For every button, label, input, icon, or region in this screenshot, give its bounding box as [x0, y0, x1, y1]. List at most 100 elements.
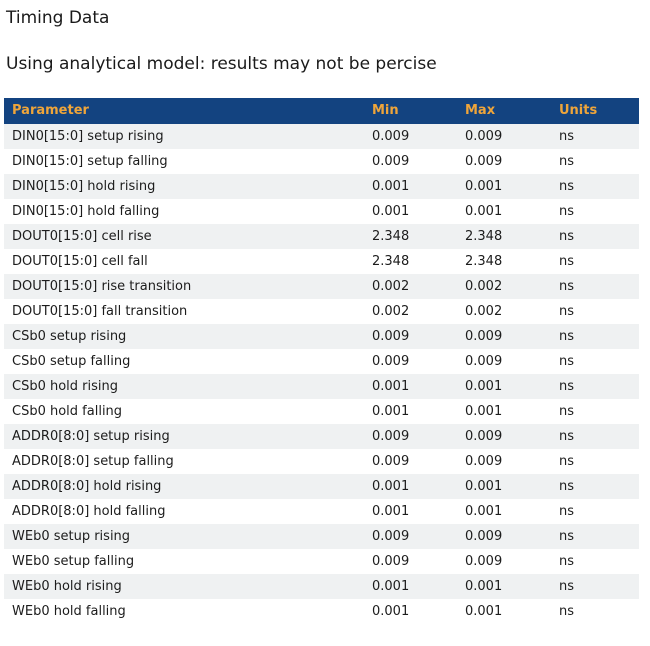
table-row: CSb0 setup falling 0.009 0.009 ns — [4, 349, 639, 374]
max-cell: 0.001 — [465, 379, 503, 394]
table-row: DIN0[15:0] hold falling 0.001 0.001 ns — [4, 199, 639, 224]
min-cell: 0.009 — [372, 354, 410, 369]
units-cell: ns — [559, 304, 575, 319]
min-cell: 0.002 — [372, 304, 410, 319]
units-cell: ns — [559, 354, 575, 369]
max-cell: 0.002 — [465, 279, 503, 294]
units-cell: ns — [559, 329, 575, 344]
min-cell: 0.001 — [372, 179, 410, 194]
max-cell: 0.001 — [465, 404, 503, 419]
units-cell: ns — [559, 279, 575, 294]
max-cell: 2.348 — [465, 254, 503, 269]
min-cell: 0.001 — [372, 579, 410, 594]
min-cell: 0.009 — [372, 429, 410, 444]
min-cell: 0.001 — [372, 504, 410, 519]
max-cell: 0.001 — [465, 479, 503, 494]
table-row: CSb0 hold falling 0.001 0.001 ns — [4, 399, 639, 424]
parameter-cell: WEb0 hold rising — [12, 579, 122, 594]
max-cell: 0.001 — [465, 504, 503, 519]
min-cell: 0.001 — [372, 604, 410, 619]
max-cell: 0.001 — [465, 204, 503, 219]
max-cell: 0.009 — [465, 554, 503, 569]
min-cell: 0.001 — [372, 479, 410, 494]
units-cell: ns — [559, 529, 575, 544]
parameter-cell: CSb0 hold falling — [12, 404, 123, 419]
column-header-max: Max — [457, 98, 551, 124]
min-cell: 0.009 — [372, 329, 410, 344]
parameter-cell: DOUT0[15:0] cell fall — [12, 254, 148, 269]
min-cell: 2.348 — [372, 254, 410, 269]
min-cell: 0.009 — [372, 554, 410, 569]
table-row: DIN0[15:0] setup rising 0.009 0.009 ns — [4, 124, 639, 149]
table-row: WEb0 setup falling 0.009 0.009 ns — [4, 549, 639, 574]
table-row: DIN0[15:0] hold rising 0.001 0.001 ns — [4, 174, 639, 199]
max-cell: 0.002 — [465, 304, 503, 319]
timing-table-body: DIN0[15:0] setup rising 0.009 0.009 ns DIN0[… — [4, 124, 639, 624]
parameter-cell: WEb0 setup falling — [12, 554, 135, 569]
table-row: ADDR0[8:0] hold rising 0.001 0.001 ns — [4, 474, 639, 499]
max-cell: 0.009 — [465, 354, 503, 369]
table-row: DOUT0[15:0] fall transition 0.002 0.002 ns — [4, 299, 639, 324]
parameter-cell: ADDR0[8:0] setup falling — [12, 454, 174, 469]
parameter-cell: DIN0[15:0] setup rising — [12, 129, 164, 144]
table-row: WEb0 hold falling 0.001 0.001 ns — [4, 599, 639, 624]
min-cell: 0.009 — [372, 454, 410, 469]
column-header-parameter: Parameter — [4, 98, 364, 124]
units-cell: ns — [559, 454, 575, 469]
min-cell: 0.009 — [372, 154, 410, 169]
min-cell: 0.001 — [372, 204, 410, 219]
units-cell: ns — [559, 579, 575, 594]
units-cell: ns — [559, 379, 575, 394]
units-cell: ns — [559, 479, 575, 494]
parameter-cell: ADDR0[8:0] hold falling — [12, 504, 166, 519]
max-cell: 0.001 — [465, 179, 503, 194]
parameter-cell: WEb0 setup rising — [12, 529, 131, 544]
parameter-cell: DIN0[15:0] hold rising — [12, 179, 156, 194]
min-cell: 0.009 — [372, 529, 410, 544]
page-subtitle: Using analytical model: results may not … — [6, 54, 437, 74]
table-row: ADDR0[8:0] setup falling 0.009 0.009 ns — [4, 449, 639, 474]
parameter-cell: WEb0 hold falling — [12, 604, 126, 619]
table-row: ADDR0[8:0] setup rising 0.009 0.009 ns — [4, 424, 639, 449]
table-row: ADDR0[8:0] hold falling 0.001 0.001 ns — [4, 499, 639, 524]
column-header-units: Units — [551, 98, 639, 124]
table-row: DOUT0[15:0] cell rise 2.348 2.348 ns — [4, 224, 639, 249]
max-cell: 2.348 — [465, 229, 503, 244]
max-cell: 0.009 — [465, 429, 503, 444]
table-row: DOUT0[15:0] cell fall 2.348 2.348 ns — [4, 249, 639, 274]
column-header-min: Min — [364, 98, 457, 124]
table-row: WEb0 hold rising 0.001 0.001 ns — [4, 574, 639, 599]
units-cell: ns — [559, 129, 575, 144]
table-row: WEb0 setup rising 0.009 0.009 ns — [4, 524, 639, 549]
parameter-cell: CSb0 setup rising — [12, 329, 127, 344]
header-row: Parameter Min Max Units — [4, 98, 639, 124]
page-title: Timing Data — [6, 8, 110, 28]
parameter-cell: ADDR0[8:0] hold rising — [12, 479, 162, 494]
parameter-cell: DIN0[15:0] setup falling — [12, 154, 168, 169]
min-cell: 0.001 — [372, 404, 410, 419]
units-cell: ns — [559, 229, 575, 244]
parameter-cell: DOUT0[15:0] fall transition — [12, 304, 188, 319]
units-cell: ns — [559, 604, 575, 619]
max-cell: 0.001 — [465, 579, 503, 594]
max-cell: 0.009 — [465, 329, 503, 344]
parameter-cell: DIN0[15:0] hold falling — [12, 204, 160, 219]
table-row: DIN0[15:0] setup falling 0.009 0.009 ns — [4, 149, 639, 174]
units-cell: ns — [559, 179, 575, 194]
min-cell: 0.002 — [372, 279, 410, 294]
units-cell: ns — [559, 404, 575, 419]
max-cell: 0.009 — [465, 154, 503, 169]
table-row: DOUT0[15:0] rise transition 0.002 0.002 ns — [4, 274, 639, 299]
parameter-cell: CSb0 hold rising — [12, 379, 119, 394]
units-cell: ns — [559, 429, 575, 444]
timing-table-header: Parameter Min Max Units — [4, 98, 639, 124]
table-row: CSb0 setup rising 0.009 0.009 ns — [4, 324, 639, 349]
min-cell: 0.009 — [372, 129, 410, 144]
parameter-cell: ADDR0[8:0] setup rising — [12, 429, 170, 444]
units-cell: ns — [559, 154, 575, 169]
min-cell: 0.001 — [372, 379, 410, 394]
parameter-cell: DOUT0[15:0] rise transition — [12, 279, 192, 294]
parameter-cell: DOUT0[15:0] cell rise — [12, 229, 152, 244]
max-cell: 0.009 — [465, 529, 503, 544]
max-cell: 0.001 — [465, 604, 503, 619]
